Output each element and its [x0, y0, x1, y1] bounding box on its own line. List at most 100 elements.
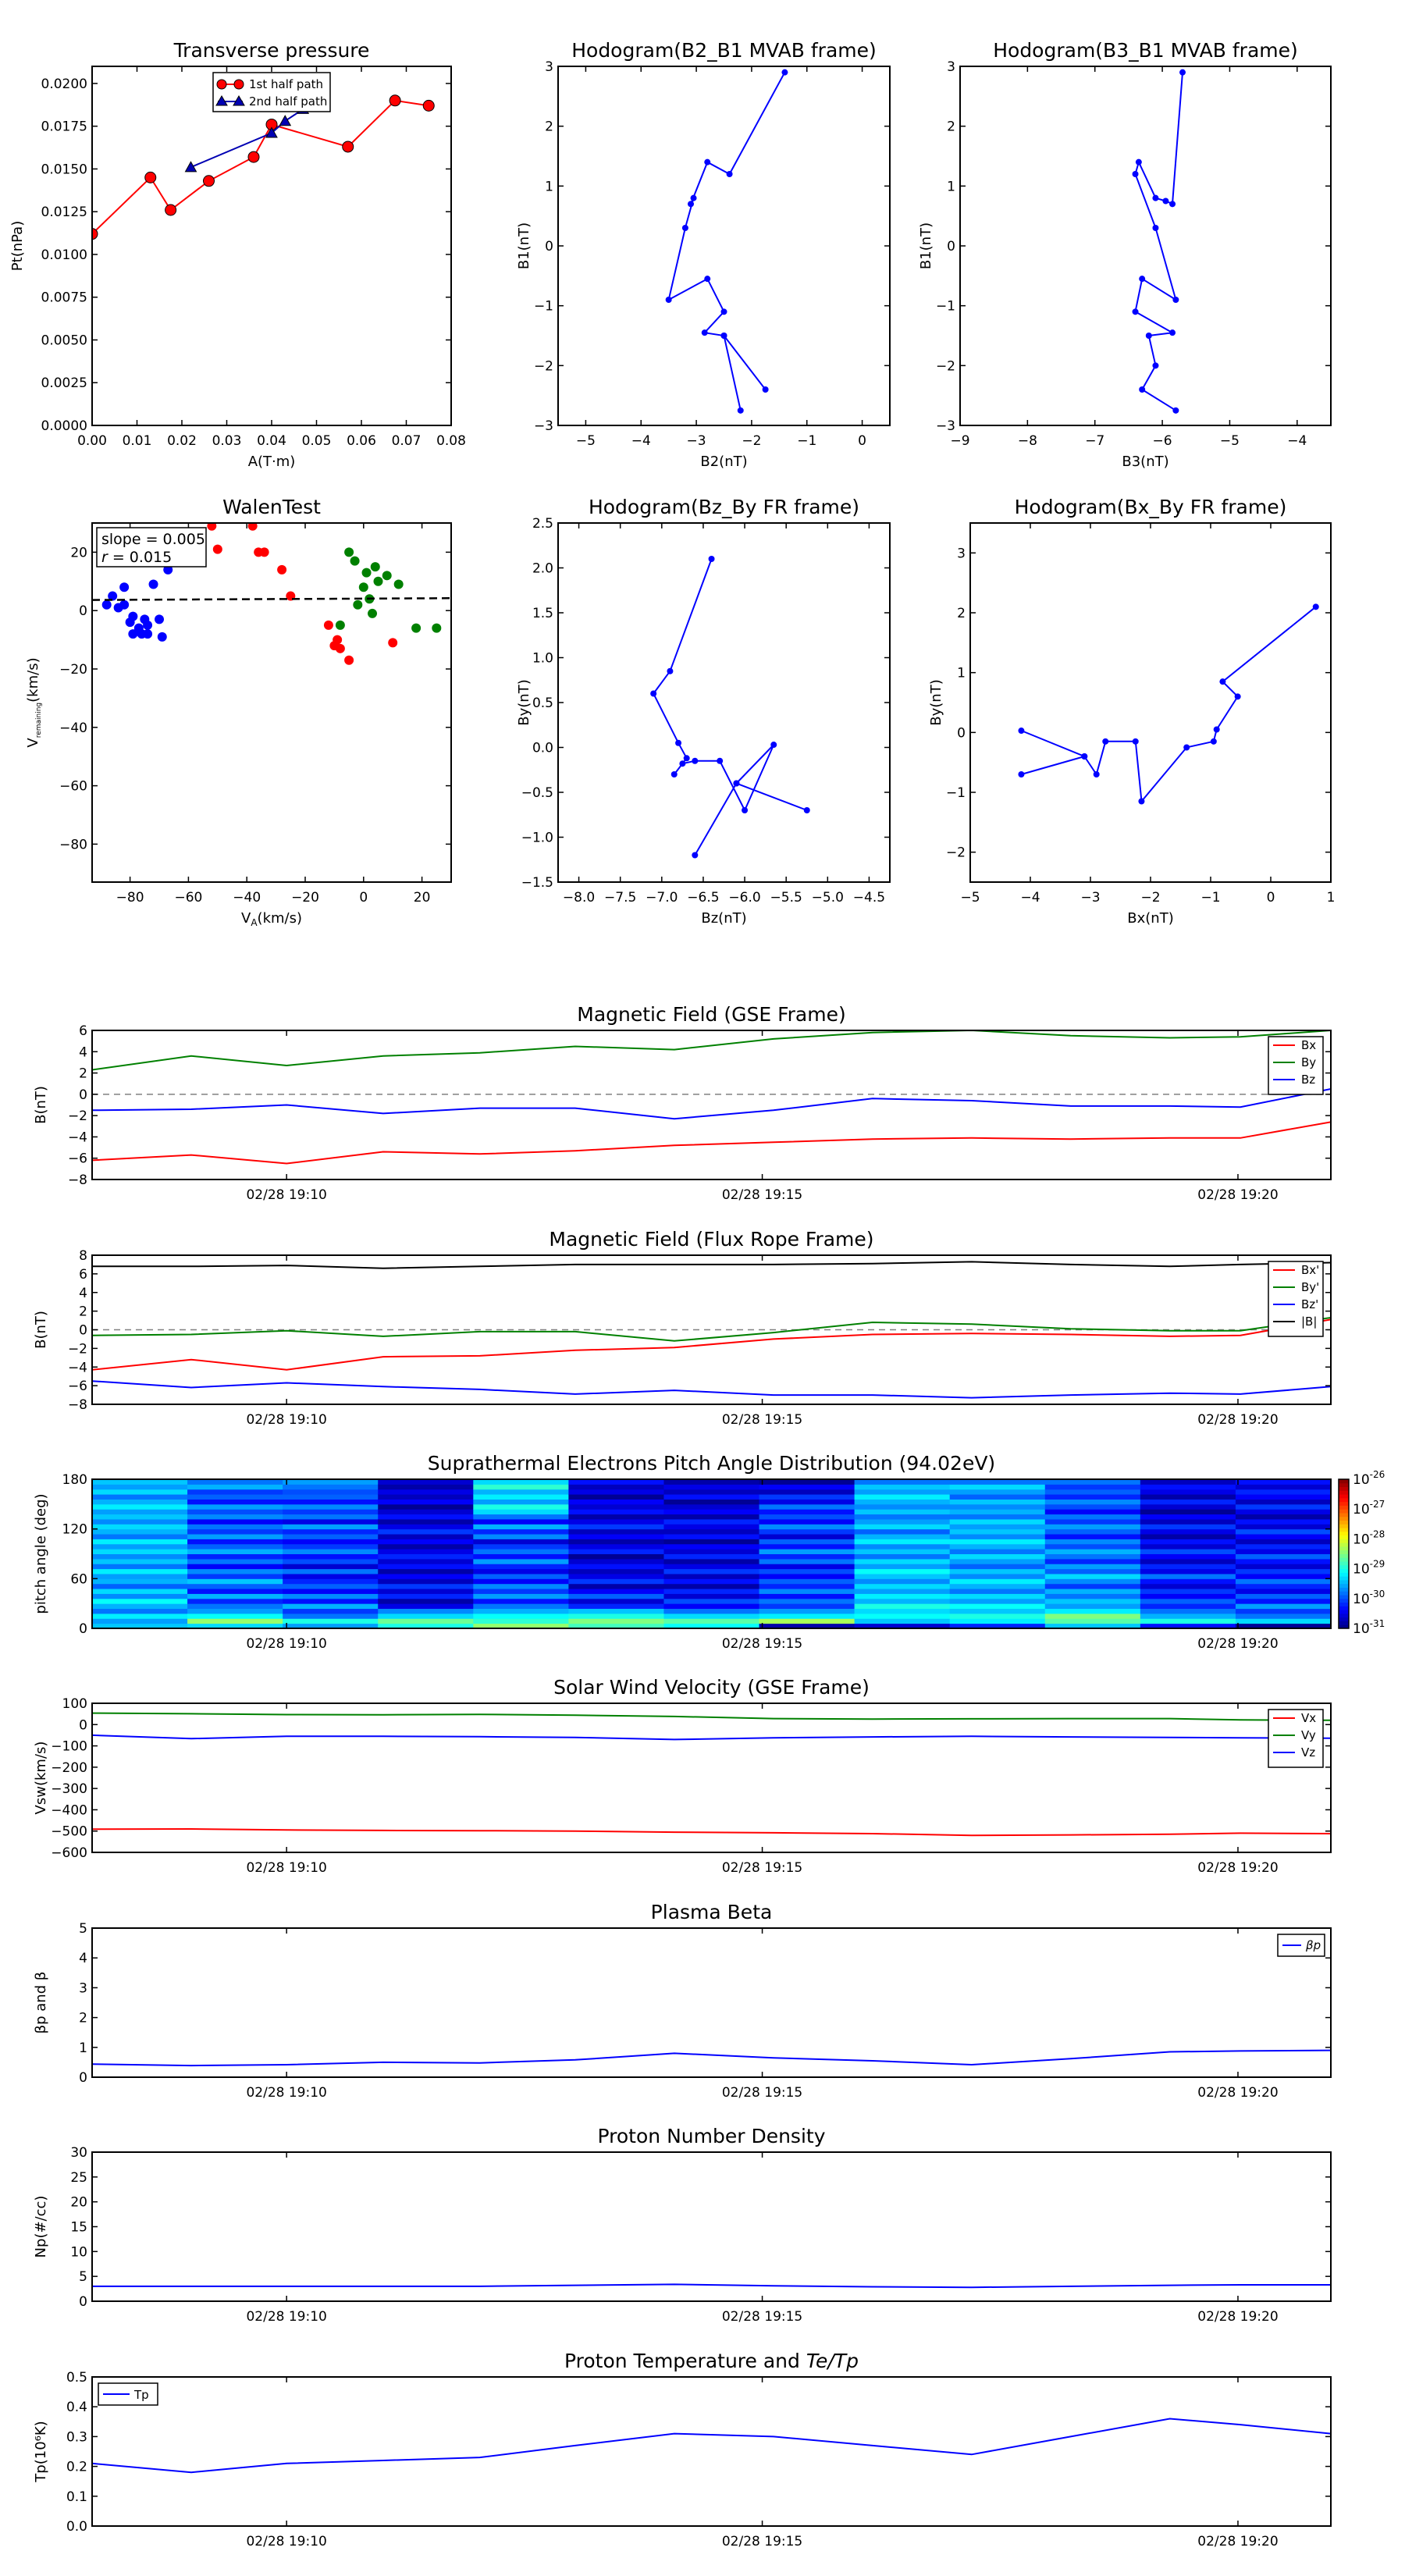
heatmap-cell: [1044, 1503, 1141, 1510]
heatmap-cell: [568, 1564, 664, 1570]
heatmap-cell: [1044, 1603, 1141, 1610]
data-point: [353, 600, 363, 610]
data-point: [1018, 771, 1025, 777]
chart-title: Solar Wind Velocity (GSE Frame): [553, 1676, 870, 1699]
x-tick-label: 02/28 19:10: [246, 1860, 326, 1876]
heatmap-cell: [378, 1518, 474, 1525]
y-tick-label: −2: [68, 1108, 87, 1124]
data-point: [679, 760, 686, 767]
heatmap-cell: [759, 1543, 855, 1550]
heatmap-cell: [283, 1583, 379, 1589]
heatmap-cell: [1140, 1524, 1236, 1530]
heatmap-cell: [283, 1603, 379, 1610]
data-point: [726, 171, 733, 177]
y-tick-label: 1: [545, 179, 553, 194]
heatmap-cell: [92, 1524, 188, 1530]
heatmap-cell: [1044, 1568, 1141, 1574]
heatmap-cell: [568, 1514, 664, 1520]
y-tick-label: 0: [79, 1087, 87, 1103]
heatmap-cell: [1140, 1568, 1236, 1574]
y-tick-label: 8: [79, 1248, 87, 1264]
heatmap-cell: [568, 1593, 664, 1599]
series-line: [92, 1261, 1331, 1269]
data-point: [342, 141, 354, 153]
heatmap-cell: [1235, 1583, 1332, 1589]
y-tick-label: 100: [62, 1696, 87, 1712]
heatmap-cell: [92, 1494, 188, 1500]
heatmap-cell: [1140, 1494, 1236, 1500]
x-tick-label: −5: [576, 433, 596, 449]
data-point: [1213, 726, 1220, 733]
colorbar-cell: [1339, 1591, 1349, 1596]
heatmap-cell: [949, 1558, 1046, 1564]
heatmap-cell: [949, 1608, 1046, 1614]
colorbar-cell: [1339, 1617, 1349, 1621]
x-tick-label: 02/28 19:20: [1197, 2534, 1278, 2549]
heatmap-cell: [1140, 1503, 1236, 1510]
heatmap-cell: [1140, 1598, 1236, 1604]
x-tick-label: −1: [797, 433, 816, 449]
heatmap-cell: [1140, 1534, 1236, 1539]
y-tick-label: −1.0: [521, 831, 553, 846]
data-point: [770, 742, 777, 749]
data-point: [667, 667, 674, 674]
heatmap-cell: [759, 1573, 855, 1579]
heatmap-cell: [663, 1568, 760, 1574]
heatmap-cell: [663, 1623, 760, 1629]
y-tick-label: 0.4: [66, 2400, 87, 2415]
heatmap-cell: [759, 1484, 855, 1490]
heatmap-cell: [283, 1503, 379, 1510]
heatmap-cell: [1235, 1618, 1332, 1624]
y-axis-label: B1(nT): [918, 222, 934, 269]
heatmap-cell: [473, 1578, 569, 1585]
y-tick-label: 0.0: [532, 741, 553, 756]
heatmap-cell: [949, 1613, 1046, 1619]
fit-line: [92, 597, 451, 601]
annotation-r: r = 0.015: [101, 549, 172, 566]
heatmap-cell: [949, 1499, 1046, 1505]
heatmap-cell: [187, 1514, 283, 1520]
y-tick-label: 0.5: [66, 2370, 87, 2386]
x-tick-label: 02/28 19:15: [722, 2309, 802, 2325]
heatmap-cell: [187, 1484, 283, 1490]
chart-hodo3: Hodogram(Bz_By FR frame) −1.5 −1.0 −0.5 0.0 0…: [516, 496, 891, 927]
heatmap-cell: [473, 1518, 569, 1525]
x-axis-label: VA(km/s): [241, 910, 302, 928]
data-point: [143, 629, 153, 639]
heatmap-cell: [949, 1494, 1046, 1500]
y-tick-label: −20: [59, 662, 87, 678]
heatmap-cell: [1235, 1503, 1332, 1510]
chart-hodo4: Hodogram(Bx_By FR frame) −2 −1 0 1 2 3 −5 −4 −3 −2…: [928, 496, 1335, 927]
plot-area: [650, 556, 810, 859]
x-tick-label: −4.5: [853, 890, 885, 906]
plot-frame: [91, 2151, 1332, 2302]
data-point: [247, 523, 258, 531]
y-tick-label: 2: [947, 119, 955, 135]
heatmap-cell: [1044, 1618, 1141, 1624]
x-tick-label: −8: [1018, 433, 1037, 449]
legend-label: By': [1301, 1280, 1319, 1294]
heatmap-cell: [949, 1553, 1046, 1560]
y-tick-label: −100: [51, 1739, 87, 1755]
series-line: [1134, 72, 1183, 411]
heatmap-cell: [187, 1524, 283, 1530]
y-tick-label: 0.0125: [41, 205, 87, 220]
x-tick-label: 1: [1327, 890, 1336, 906]
y-tick-label: 6: [79, 1267, 87, 1283]
heatmap-cell: [759, 1598, 855, 1604]
heatmap-cell: [1044, 1558, 1141, 1564]
heatmap-cell: [187, 1573, 283, 1579]
y-axis-label: B(nT): [33, 1086, 49, 1124]
colorbar-cell: [1339, 1539, 1349, 1543]
y-axis-label: Pt(nPa): [9, 221, 26, 271]
colorbar-cell: [1339, 1479, 1349, 1484]
x-tick-label: 02/28 19:20: [1197, 1412, 1278, 1428]
y-tick-label: 30: [70, 2145, 87, 2161]
heatmap-cell: [1140, 1578, 1236, 1585]
y-axis-label: By(nT): [516, 679, 532, 725]
colorbar-tick-label: 10-29: [1353, 1559, 1385, 1578]
heatmap-cell: [568, 1618, 664, 1624]
data-point: [155, 614, 165, 624]
colorbar-frame: [1338, 1478, 1350, 1629]
heatmap-cell: [92, 1608, 188, 1614]
